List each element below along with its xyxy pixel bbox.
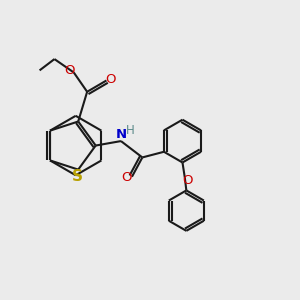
Text: N: N [116,128,127,141]
Text: S: S [72,169,83,184]
Text: O: O [64,64,75,76]
Text: O: O [106,74,116,86]
Text: H: H [126,124,135,137]
Text: O: O [122,171,132,184]
Text: O: O [182,174,193,187]
